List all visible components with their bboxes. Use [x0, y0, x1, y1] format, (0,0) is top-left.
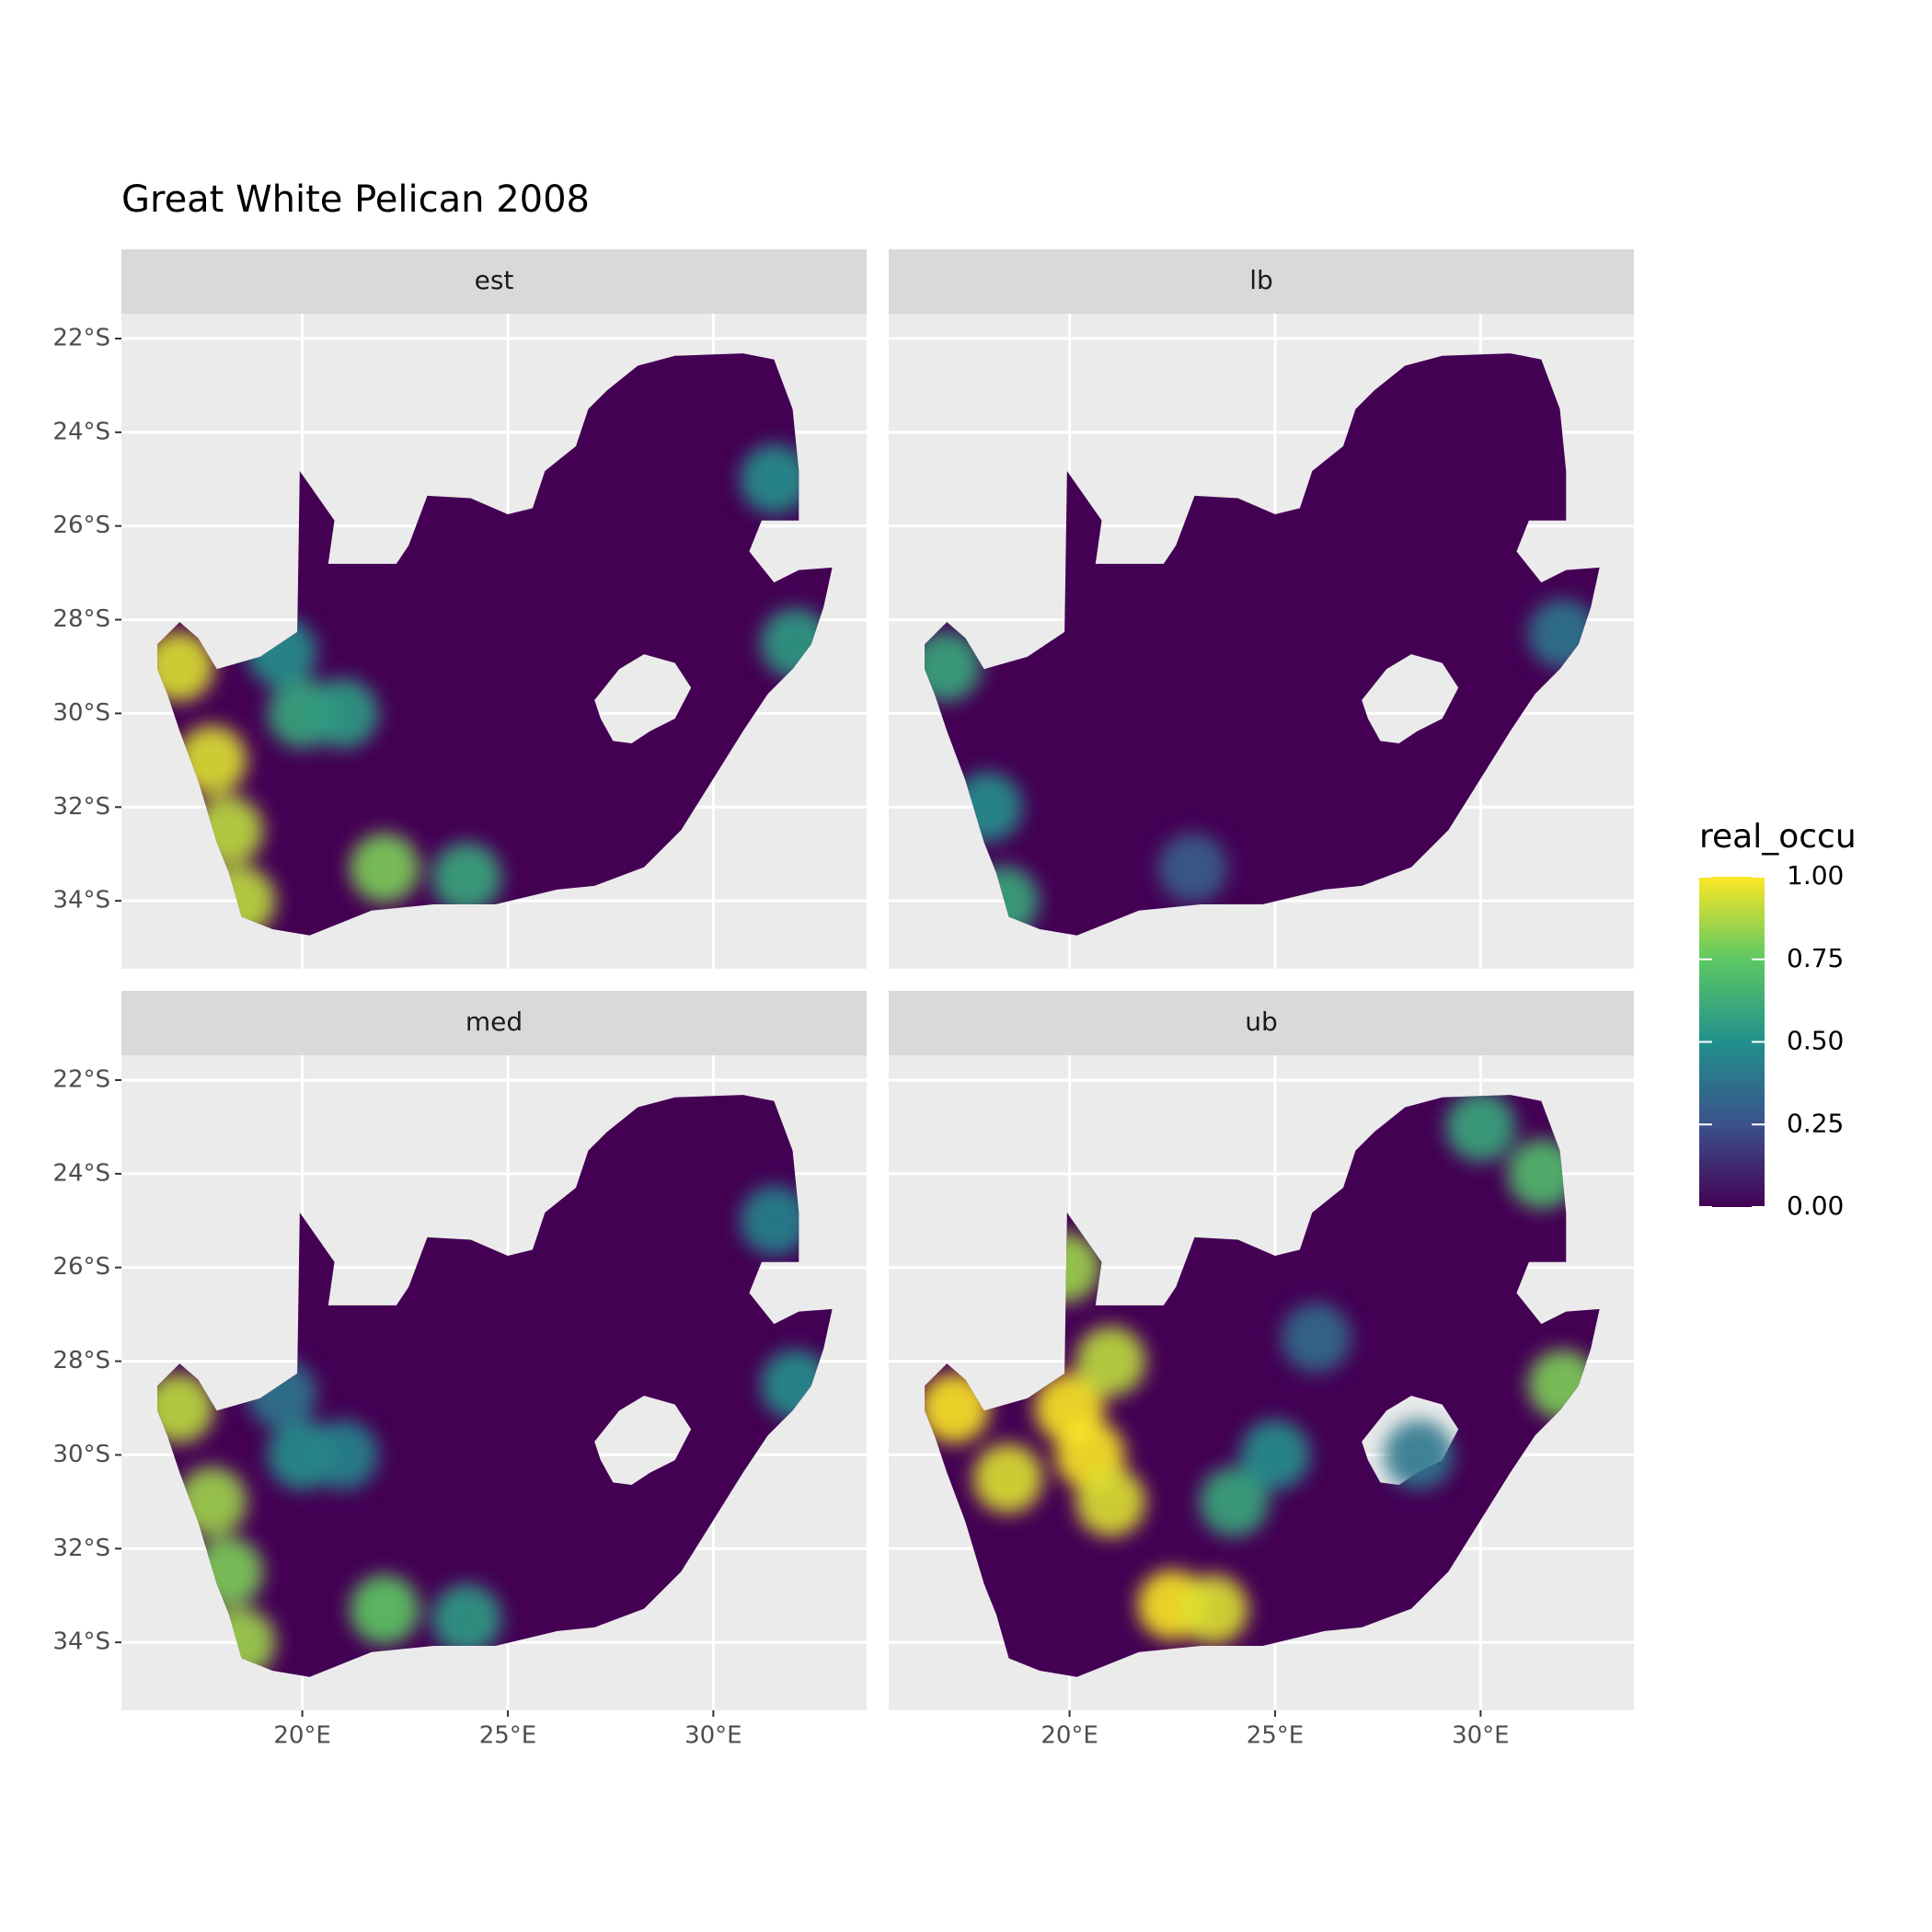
occupancy-cell: [1384, 1420, 1455, 1490]
facet-strip: [121, 991, 867, 1055]
facet-strip: [889, 249, 1634, 314]
x-tick-label: 25°E: [479, 1722, 537, 1750]
occupancy-cell: [925, 1373, 990, 1443]
occupancy-cell: [740, 443, 811, 514]
chart-title: Great White Pelican 2008: [121, 178, 590, 221]
occupancy-cell: [431, 842, 502, 913]
y-tick-label: 26°S: [52, 512, 110, 539]
occupancy-cell: [740, 1185, 811, 1256]
occupancy-cell: [1075, 1466, 1146, 1537]
x-tick-label: 30°E: [1452, 1722, 1510, 1750]
y-tick-label: 22°S: [52, 324, 110, 351]
occupancy-layer: [157, 443, 831, 936]
y-tick-label: 32°S: [52, 1535, 110, 1562]
occupancy-cell: [349, 833, 420, 903]
occupancy-cell: [308, 678, 379, 749]
x-tick-label: 30°E: [684, 1722, 742, 1750]
y-tick-label: 28°S: [52, 605, 110, 633]
occupancy-cell: [1157, 833, 1228, 903]
x-tick-label: 20°E: [273, 1722, 331, 1750]
occupancy-cell: [431, 1583, 502, 1654]
occupancy-cell: [349, 1574, 420, 1645]
x-tick-label: 25°E: [1247, 1722, 1305, 1750]
y-tick-label: 24°S: [52, 1159, 110, 1187]
occupancy-cell: [308, 1420, 379, 1490]
legend-label: 0.75: [1787, 943, 1844, 973]
facet-strip: [889, 991, 1634, 1055]
y-tick-label: 34°S: [52, 887, 110, 914]
occupancy-cell: [1199, 1466, 1270, 1537]
occupancy-cell: [1178, 1574, 1248, 1645]
facet-label: est: [475, 265, 514, 295]
occupancy-cell: [1239, 1420, 1310, 1490]
y-tick-label: 24°S: [52, 418, 110, 445]
occupancy-cell: [1075, 1326, 1146, 1397]
occupancy-cell: [1445, 1095, 1516, 1162]
occupancy-cell: [972, 1443, 1043, 1513]
x-tick-label: 20°E: [1041, 1722, 1098, 1750]
facet-label: ub: [1245, 1006, 1278, 1037]
legend-label: 1.00: [1787, 860, 1844, 891]
occupancy-cell: [1507, 1138, 1578, 1209]
y-tick-label: 30°S: [52, 699, 110, 727]
legend-title: real_occu: [1699, 818, 1857, 856]
facet-label: lb: [1249, 265, 1273, 295]
facet-strip: [121, 249, 867, 314]
y-tick-label: 34°S: [52, 1628, 110, 1656]
y-tick-label: 30°S: [52, 1441, 110, 1468]
facet-label: med: [466, 1006, 523, 1037]
legend-label: 0.25: [1787, 1108, 1844, 1138]
y-tick-label: 22°S: [52, 1065, 110, 1093]
legend-label: 0.00: [1787, 1190, 1844, 1221]
occupancy-layer: [157, 1185, 831, 1677]
y-tick-label: 32°S: [52, 793, 110, 821]
y-tick-label: 28°S: [52, 1347, 110, 1374]
occupancy-cell: [1281, 1303, 1351, 1374]
y-tick-label: 26°S: [52, 1253, 110, 1281]
legend-label: 0.50: [1787, 1026, 1844, 1056]
